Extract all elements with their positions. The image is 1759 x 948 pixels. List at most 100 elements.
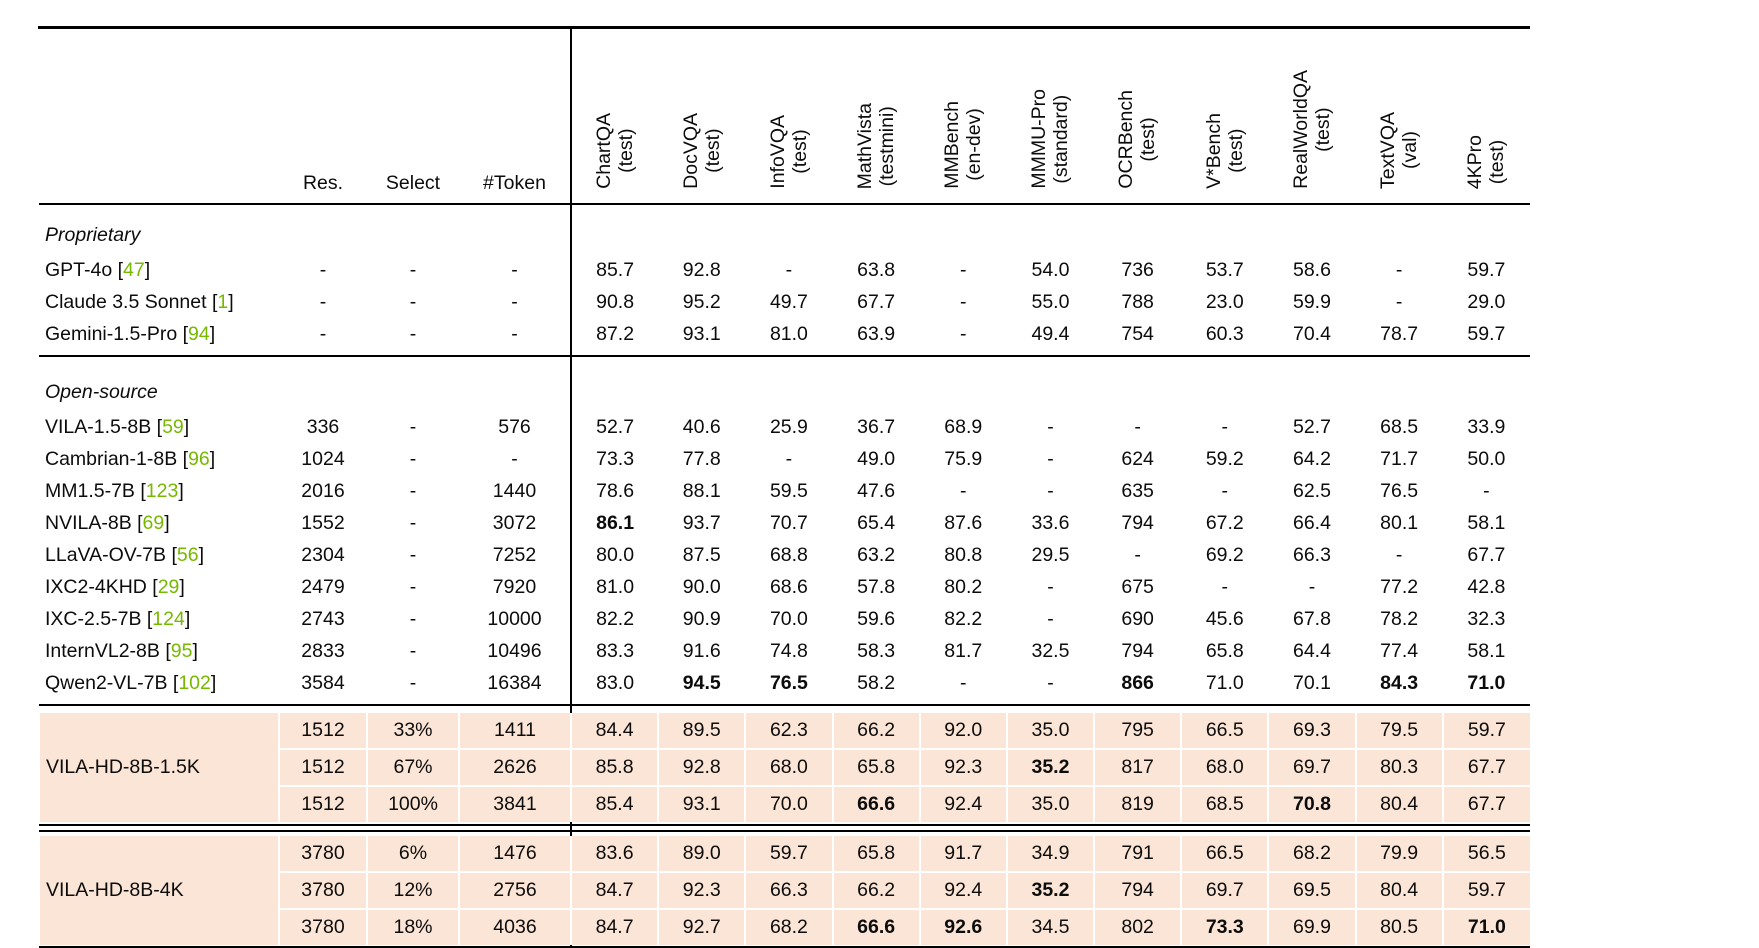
benchmark-name: DocVQA bbox=[679, 113, 702, 189]
group-row: VILA-HD-8B-4K 3780 6% 1476 83.6 89.0 59.7 65.8 9… bbox=[38, 834, 1530, 945]
benchmark-label: MMBench (en-dev) bbox=[941, 101, 985, 189]
res-cell: 1512 bbox=[278, 711, 367, 749]
score-cell: 66.5 bbox=[1180, 711, 1269, 749]
score-cell: - bbox=[1134, 415, 1141, 438]
score-cell: 84.4 bbox=[569, 711, 659, 749]
res-cell: - bbox=[319, 290, 327, 313]
score-cell: 68.9 bbox=[944, 415, 983, 438]
score-cell: 33.9 bbox=[1467, 415, 1506, 438]
benchmark-split: (test) bbox=[1486, 139, 1509, 185]
score-cell: 67.7 bbox=[857, 290, 896, 313]
token-cell: 7252 bbox=[492, 543, 537, 566]
score-cell: 29.5 bbox=[1031, 543, 1070, 566]
score-cell: 92.8 bbox=[657, 748, 746, 786]
token-cell: 10496 bbox=[487, 639, 542, 662]
model-name: Cambrian-1-8B [96] bbox=[45, 447, 216, 470]
res-cell: - bbox=[319, 258, 327, 281]
score-cell: 58.6 bbox=[1292, 258, 1331, 281]
score-cell: 62.3 bbox=[744, 711, 833, 749]
score-cell: 66.3 bbox=[1292, 543, 1331, 566]
score-cell: 42.8 bbox=[1467, 575, 1506, 598]
score-cell: 87.6 bbox=[944, 511, 983, 534]
res-cell: 3780 bbox=[278, 834, 367, 872]
benchmark-split: (testmini) bbox=[876, 105, 899, 186]
token-cell: 1440 bbox=[492, 479, 537, 502]
rule-line bbox=[570, 945, 1530, 948]
res-cell: 336 bbox=[306, 415, 340, 438]
benchmark-label: 4KPro (test) bbox=[1464, 135, 1508, 189]
score-cell: 35.2 bbox=[1005, 748, 1095, 786]
score-cell: 754 bbox=[1121, 322, 1154, 345]
results-table: Res. Select #Token ChartQA (test) DocVQA (test… bbox=[38, 29, 1530, 948]
score-cell: 68.6 bbox=[769, 575, 808, 598]
benchmark-label: DocVQA (test) bbox=[680, 113, 724, 189]
score-cell: 69.9 bbox=[1267, 908, 1356, 945]
score-cell: 81.0 bbox=[769, 322, 808, 345]
score-cell: 58.1 bbox=[1467, 639, 1506, 662]
score-cell: 675 bbox=[1121, 575, 1154, 598]
column-header-infovqa: InfoVQA (test) bbox=[745, 29, 833, 205]
model-name: IXC-2.5-7B [124] bbox=[45, 607, 191, 630]
column-header-model bbox=[39, 29, 279, 205]
benchmark-label: InfoVQA (test) bbox=[767, 115, 811, 189]
column-header-ocrbench: OCRBench (test) bbox=[1094, 29, 1182, 205]
score-cell: 866 bbox=[1121, 671, 1154, 694]
score-cell: 59.9 bbox=[1292, 290, 1331, 313]
model-name: InternVL2-8B [95] bbox=[45, 639, 198, 662]
score-cell: 92.4 bbox=[918, 871, 1007, 909]
benchmark-split: (test) bbox=[1137, 117, 1160, 162]
res-cell: 1024 bbox=[301, 447, 345, 470]
rule-line bbox=[570, 699, 1530, 712]
model-name: Qwen2-VL-7B [102] bbox=[45, 671, 217, 694]
select-cell: - bbox=[409, 415, 417, 438]
benchmark-label: TextVQA (val) bbox=[1377, 112, 1421, 189]
score-cell: 66.6 bbox=[831, 908, 920, 945]
score-cell: 85.8 bbox=[569, 748, 659, 786]
select-cell: - bbox=[409, 543, 417, 566]
score-cell: 58.3 bbox=[857, 639, 896, 662]
score-cell: 794 bbox=[1121, 511, 1154, 534]
score-cell: 45.6 bbox=[1205, 607, 1244, 630]
score-cell: 54.0 bbox=[1031, 258, 1070, 281]
score-cell: 90.0 bbox=[682, 575, 721, 598]
score-cell: 77.2 bbox=[1380, 575, 1419, 598]
benchmark-name: RealWorldQA bbox=[1289, 70, 1312, 189]
score-cell: 66.2 bbox=[831, 871, 920, 909]
score-cell: 78.6 bbox=[569, 475, 659, 507]
score-cell: 70.1 bbox=[1292, 671, 1331, 694]
benchmark-split: (test) bbox=[788, 129, 811, 175]
score-cell: 25.9 bbox=[769, 415, 808, 438]
rule-separator bbox=[39, 350, 1530, 362]
res-cell: - bbox=[319, 322, 327, 345]
section-row: Proprietary bbox=[39, 204, 1530, 254]
rule-separator bbox=[39, 822, 1530, 835]
score-cell: - bbox=[1221, 479, 1229, 502]
score-cell: 80.3 bbox=[1354, 748, 1443, 786]
score-cell: 85.7 bbox=[569, 254, 659, 286]
token-cell: 1476 bbox=[458, 834, 571, 872]
score-cell: 791 bbox=[1093, 834, 1182, 872]
score-cell: - bbox=[1483, 479, 1490, 502]
model-name: VILA-1.5-8B [59] bbox=[45, 415, 190, 438]
score-cell: 59.5 bbox=[769, 479, 808, 502]
score-cell: 77.8 bbox=[682, 447, 721, 470]
benchmark-split: (test) bbox=[701, 128, 724, 174]
score-cell: 50.0 bbox=[1467, 447, 1506, 470]
score-cell: 70.4 bbox=[1292, 322, 1331, 345]
column-header-mmmu-pro: MMMU-Pro (standard) bbox=[1006, 29, 1095, 205]
score-cell: 65.4 bbox=[857, 511, 896, 534]
score-cell: 82.2 bbox=[569, 603, 659, 635]
score-cell: 49.7 bbox=[769, 290, 808, 313]
citation-ref: 56 bbox=[176, 543, 199, 566]
score-cell: 77.4 bbox=[1380, 639, 1419, 662]
score-cell: - bbox=[960, 671, 967, 694]
score-cell: 71.0 bbox=[1467, 671, 1506, 694]
model-name: MM1.5-7B [123] bbox=[45, 479, 184, 502]
score-cell: - bbox=[1134, 543, 1141, 566]
select-cell: 12% bbox=[366, 871, 459, 909]
score-cell: 58.2 bbox=[857, 671, 896, 694]
score-cell: 93.1 bbox=[657, 785, 746, 822]
token-cell: - bbox=[511, 258, 518, 281]
score-cell: 80.4 bbox=[1354, 785, 1443, 822]
